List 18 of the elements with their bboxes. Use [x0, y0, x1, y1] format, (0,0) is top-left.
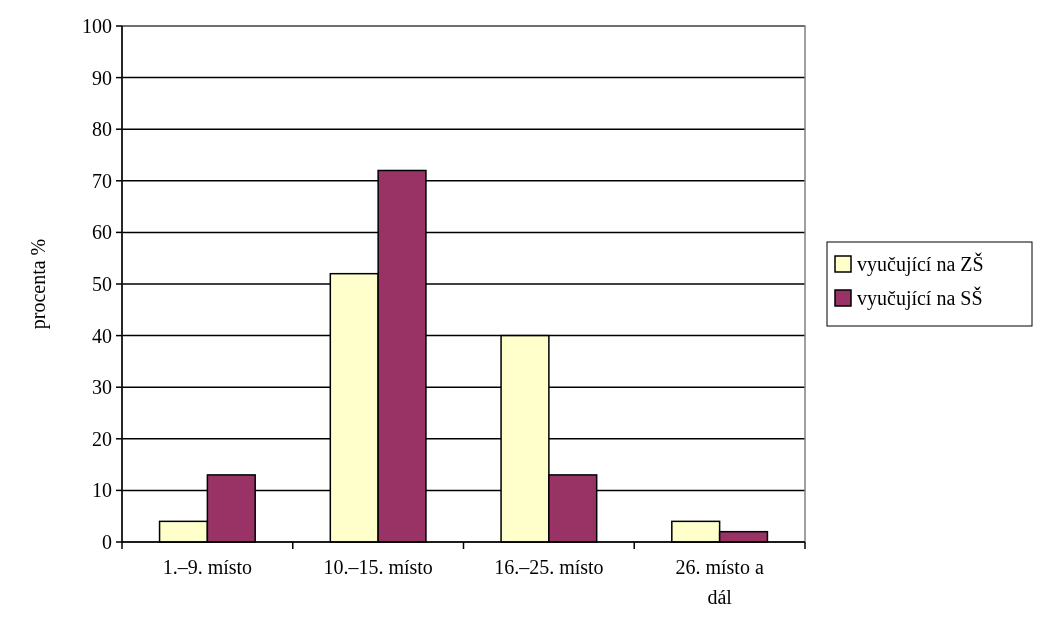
- y-tick-label: 40: [92, 324, 112, 347]
- y-tick-label: 100: [82, 15, 112, 37]
- y-tick-label: 20: [92, 427, 112, 450]
- legend-label: vyučující na SŠ: [857, 286, 983, 310]
- y-tick-label: 60: [92, 221, 112, 244]
- y-tick-label: 50: [92, 273, 112, 295]
- y-tick-label: 80: [92, 118, 112, 141]
- y-tick-label: 10: [92, 479, 112, 502]
- x-tick-label: 10.–15. místo: [323, 556, 433, 578]
- y-axis-title: procenta %: [27, 238, 50, 330]
- x-tick-label: 26. místo a dál: [675, 556, 764, 608]
- x-tick-label: 16.–25. místo: [494, 556, 604, 578]
- x-tick-label: 1.–9. místo: [162, 556, 253, 578]
- y-tick-label: 0: [102, 531, 112, 553]
- y-tick-label: 90: [92, 66, 112, 89]
- legend-label: vyučující na ZŠ: [857, 252, 984, 276]
- y-tick-label: 30: [92, 376, 112, 399]
- y-tick-label: 70: [92, 169, 112, 192]
